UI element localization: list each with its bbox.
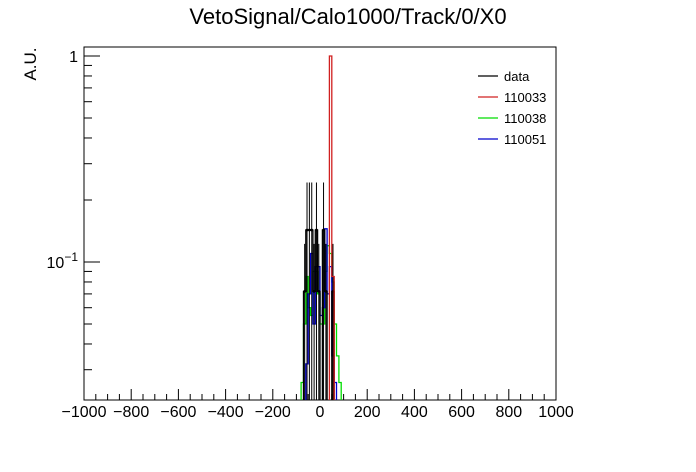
axis-layer: −1000 −800 −600 −400 −200 0 200 400 600 800 100011… [47,49,574,421]
data-point [312,289,316,293]
x-tick-label: −200 [255,404,291,421]
legend-entry-label: data [504,69,530,84]
data-point [307,228,311,232]
x-tick-label: 400 [401,404,428,421]
x-tick-label: 1000 [538,404,574,421]
x-tick-label: −800 [113,404,149,421]
legend-entry-label: 110038 [504,111,546,126]
data-point [303,289,307,293]
legend-entry-label: 110033 [504,90,546,105]
chart-title: VetoSignal/Calo1000/Track/0/X0 [189,4,506,29]
x-tick-label: 800 [495,404,522,421]
data-point [310,228,314,232]
x-tick-label: 0 [316,404,325,421]
data-point [317,289,321,293]
legend-entry-label: 110051 [504,132,546,147]
y-tick-label: 10−1 [47,250,79,272]
data-point [315,228,318,232]
data-layer [300,55,342,400]
data-point [324,289,328,293]
data-point [322,228,325,232]
x-tick-label: −400 [208,404,244,421]
data-point [305,228,309,232]
x-tick-label: −1000 [62,404,107,421]
y-axis-label: A.U. [21,47,40,80]
x-tick-label: 600 [448,404,475,421]
y-tick-label: 1 [69,49,78,66]
legend: data 110033 110038 110051 [478,69,546,147]
series-110033-histogram [328,55,335,400]
x-tick-label: −600 [160,404,196,421]
x-tick-label: 200 [354,404,381,421]
